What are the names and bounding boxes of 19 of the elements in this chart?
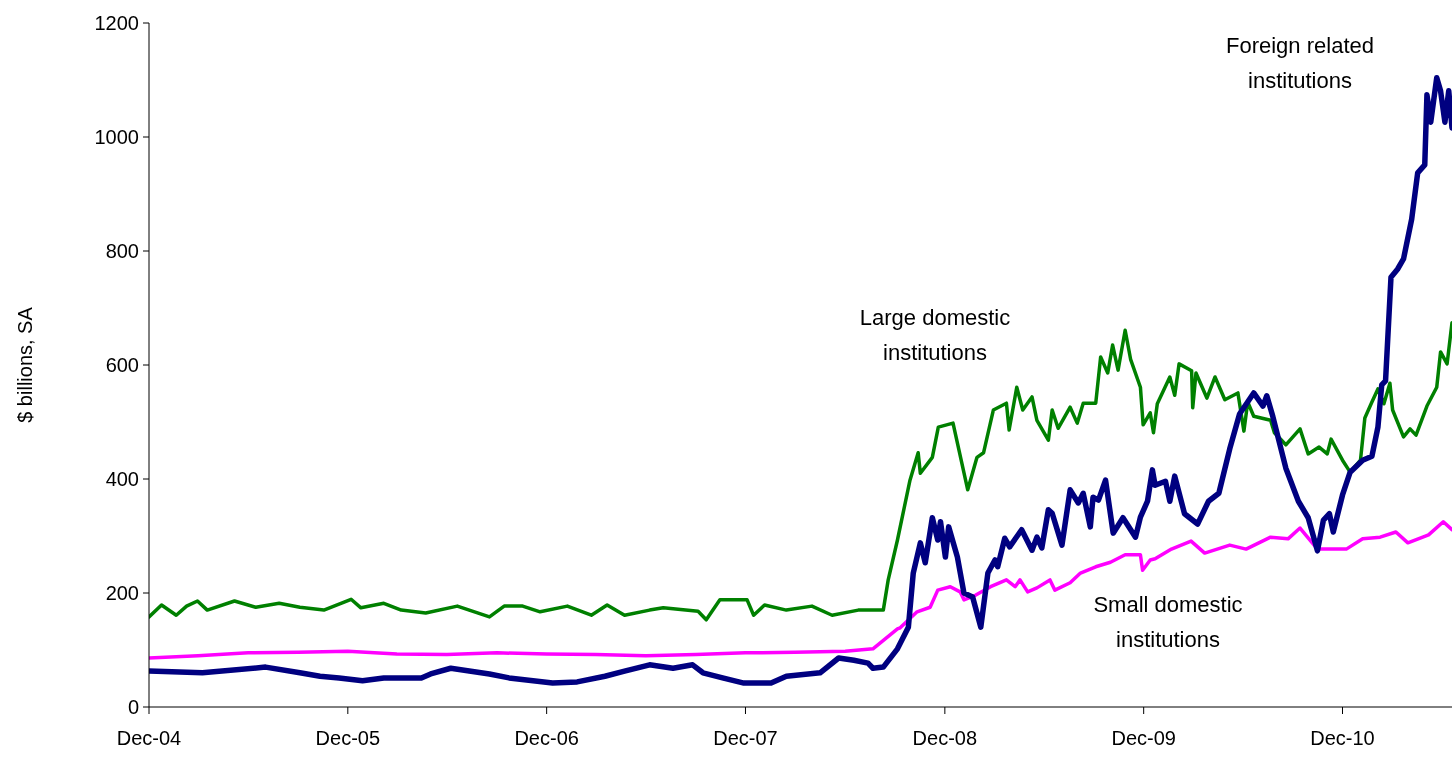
x-tick-label: Dec-07 xyxy=(713,727,778,749)
y-tick-label: 400 xyxy=(105,468,139,490)
x-tick-label: Dec-05 xyxy=(315,727,381,749)
series-label: Large domestic institutions xyxy=(859,304,1011,365)
y-tick-label: 600 xyxy=(105,354,139,376)
y-axis-title: $ billions, SA xyxy=(14,306,36,423)
x-tick-label: Dec-09 xyxy=(1111,727,1176,749)
y-tick-label: 200 xyxy=(105,582,139,604)
line-series xyxy=(149,520,1452,660)
text: Foreign related institutions xyxy=(1226,32,1374,93)
y-tick-label: 1200 xyxy=(94,12,139,34)
y-tick-label: 1000 xyxy=(94,126,139,148)
x-tick-label: Dec-06 xyxy=(514,727,579,749)
series-label: Small domestic institutions xyxy=(1093,591,1243,652)
y-tick-label: 800 xyxy=(105,240,139,262)
y-tick-label: 0 xyxy=(127,696,139,718)
x-tick-label: Dec-08 xyxy=(912,727,978,749)
x-tick-label: Dec-10 xyxy=(1310,727,1375,749)
x-tick-label: Dec-04 xyxy=(116,727,182,749)
